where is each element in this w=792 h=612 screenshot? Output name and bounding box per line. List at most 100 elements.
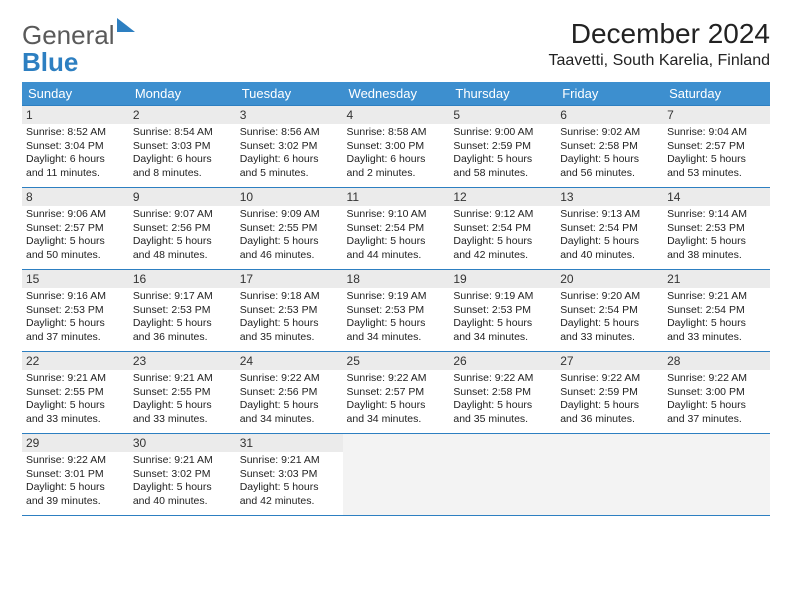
page-title: December 2024 <box>549 18 770 50</box>
day-number: 7 <box>663 106 770 124</box>
weekday-header: Sunday <box>22 82 129 106</box>
day-details: Sunrise: 9:21 AMSunset: 2:55 PMDaylight:… <box>22 370 129 431</box>
title-block: December 2024 Taavetti, South Karelia, F… <box>549 18 770 70</box>
calendar-body: 1Sunrise: 8:52 AMSunset: 3:04 PMDaylight… <box>22 106 770 516</box>
day-details: Sunrise: 9:19 AMSunset: 2:53 PMDaylight:… <box>343 288 450 349</box>
day-cell: 10Sunrise: 9:09 AMSunset: 2:55 PMDayligh… <box>236 188 343 270</box>
day-details: Sunrise: 9:22 AMSunset: 3:00 PMDaylight:… <box>663 370 770 431</box>
day-cell: 8Sunrise: 9:06 AMSunset: 2:57 PMDaylight… <box>22 188 129 270</box>
weekday-header: Tuesday <box>236 82 343 106</box>
day-number: 12 <box>449 188 556 206</box>
day-details: Sunrise: 9:10 AMSunset: 2:54 PMDaylight:… <box>343 206 450 267</box>
day-details: Sunrise: 9:19 AMSunset: 2:53 PMDaylight:… <box>449 288 556 349</box>
day-details: Sunrise: 9:21 AMSunset: 3:03 PMDaylight:… <box>236 452 343 513</box>
day-cell: 15Sunrise: 9:16 AMSunset: 2:53 PMDayligh… <box>22 270 129 352</box>
day-details: Sunrise: 9:22 AMSunset: 2:56 PMDaylight:… <box>236 370 343 431</box>
empty-cell <box>663 434 770 516</box>
day-details: Sunrise: 9:21 AMSunset: 2:54 PMDaylight:… <box>663 288 770 349</box>
weekday-header: Wednesday <box>343 82 450 106</box>
day-cell: 2Sunrise: 8:54 AMSunset: 3:03 PMDaylight… <box>129 106 236 188</box>
table-row: 29Sunrise: 9:22 AMSunset: 3:01 PMDayligh… <box>22 434 770 516</box>
day-details: Sunrise: 9:06 AMSunset: 2:57 PMDaylight:… <box>22 206 129 267</box>
day-cell: 28Sunrise: 9:22 AMSunset: 3:00 PMDayligh… <box>663 352 770 434</box>
day-number: 26 <box>449 352 556 370</box>
table-row: 15Sunrise: 9:16 AMSunset: 2:53 PMDayligh… <box>22 270 770 352</box>
day-details: Sunrise: 8:56 AMSunset: 3:02 PMDaylight:… <box>236 124 343 185</box>
weekday-header: Monday <box>129 82 236 106</box>
weekday-header: Thursday <box>449 82 556 106</box>
table-row: 8Sunrise: 9:06 AMSunset: 2:57 PMDaylight… <box>22 188 770 270</box>
day-number: 8 <box>22 188 129 206</box>
weekday-header-row: Sunday Monday Tuesday Wednesday Thursday… <box>22 82 770 106</box>
day-cell: 24Sunrise: 9:22 AMSunset: 2:56 PMDayligh… <box>236 352 343 434</box>
day-cell: 26Sunrise: 9:22 AMSunset: 2:58 PMDayligh… <box>449 352 556 434</box>
weekday-header: Saturday <box>663 82 770 106</box>
day-details: Sunrise: 9:22 AMSunset: 3:01 PMDaylight:… <box>22 452 129 513</box>
day-number: 14 <box>663 188 770 206</box>
day-details: Sunrise: 9:14 AMSunset: 2:53 PMDaylight:… <box>663 206 770 267</box>
day-number: 23 <box>129 352 236 370</box>
day-cell: 18Sunrise: 9:19 AMSunset: 2:53 PMDayligh… <box>343 270 450 352</box>
day-details: Sunrise: 8:58 AMSunset: 3:00 PMDaylight:… <box>343 124 450 185</box>
day-cell: 25Sunrise: 9:22 AMSunset: 2:57 PMDayligh… <box>343 352 450 434</box>
day-details: Sunrise: 9:12 AMSunset: 2:54 PMDaylight:… <box>449 206 556 267</box>
day-number: 16 <box>129 270 236 288</box>
day-cell: 19Sunrise: 9:19 AMSunset: 2:53 PMDayligh… <box>449 270 556 352</box>
table-row: 1Sunrise: 8:52 AMSunset: 3:04 PMDaylight… <box>22 106 770 188</box>
logo-part2: Blue <box>22 47 78 77</box>
day-cell: 11Sunrise: 9:10 AMSunset: 2:54 PMDayligh… <box>343 188 450 270</box>
day-number: 3 <box>236 106 343 124</box>
day-number: 31 <box>236 434 343 452</box>
day-number: 13 <box>556 188 663 206</box>
day-cell: 9Sunrise: 9:07 AMSunset: 2:56 PMDaylight… <box>129 188 236 270</box>
day-cell: 30Sunrise: 9:21 AMSunset: 3:02 PMDayligh… <box>129 434 236 516</box>
day-details: Sunrise: 9:13 AMSunset: 2:54 PMDaylight:… <box>556 206 663 267</box>
day-details: Sunrise: 9:07 AMSunset: 2:56 PMDaylight:… <box>129 206 236 267</box>
day-number: 17 <box>236 270 343 288</box>
day-cell: 5Sunrise: 9:00 AMSunset: 2:59 PMDaylight… <box>449 106 556 188</box>
day-details: Sunrise: 9:17 AMSunset: 2:53 PMDaylight:… <box>129 288 236 349</box>
day-cell: 22Sunrise: 9:21 AMSunset: 2:55 PMDayligh… <box>22 352 129 434</box>
day-number: 1 <box>22 106 129 124</box>
day-cell: 7Sunrise: 9:04 AMSunset: 2:57 PMDaylight… <box>663 106 770 188</box>
day-details: Sunrise: 9:00 AMSunset: 2:59 PMDaylight:… <box>449 124 556 185</box>
day-number: 15 <box>22 270 129 288</box>
day-details: Sunrise: 9:04 AMSunset: 2:57 PMDaylight:… <box>663 124 770 185</box>
day-details: Sunrise: 9:21 AMSunset: 3:02 PMDaylight:… <box>129 452 236 513</box>
day-details: Sunrise: 8:52 AMSunset: 3:04 PMDaylight:… <box>22 124 129 185</box>
logo: General Blue <box>22 18 135 76</box>
day-details: Sunrise: 8:54 AMSunset: 3:03 PMDaylight:… <box>129 124 236 185</box>
day-number: 11 <box>343 188 450 206</box>
day-number: 22 <box>22 352 129 370</box>
day-cell: 27Sunrise: 9:22 AMSunset: 2:59 PMDayligh… <box>556 352 663 434</box>
day-number: 25 <box>343 352 450 370</box>
day-number: 21 <box>663 270 770 288</box>
day-number: 9 <box>129 188 236 206</box>
day-details: Sunrise: 9:22 AMSunset: 2:58 PMDaylight:… <box>449 370 556 431</box>
day-number: 6 <box>556 106 663 124</box>
day-details: Sunrise: 9:21 AMSunset: 2:55 PMDaylight:… <box>129 370 236 431</box>
empty-cell <box>556 434 663 516</box>
day-details: Sunrise: 9:02 AMSunset: 2:58 PMDaylight:… <box>556 124 663 185</box>
day-details: Sunrise: 9:20 AMSunset: 2:54 PMDaylight:… <box>556 288 663 349</box>
day-cell: 12Sunrise: 9:12 AMSunset: 2:54 PMDayligh… <box>449 188 556 270</box>
logo-part1: General <box>22 20 115 50</box>
day-cell: 31Sunrise: 9:21 AMSunset: 3:03 PMDayligh… <box>236 434 343 516</box>
day-cell: 13Sunrise: 9:13 AMSunset: 2:54 PMDayligh… <box>556 188 663 270</box>
day-cell: 20Sunrise: 9:20 AMSunset: 2:54 PMDayligh… <box>556 270 663 352</box>
day-cell: 23Sunrise: 9:21 AMSunset: 2:55 PMDayligh… <box>129 352 236 434</box>
header: General Blue December 2024 Taavetti, Sou… <box>22 18 770 76</box>
day-cell: 29Sunrise: 9:22 AMSunset: 3:01 PMDayligh… <box>22 434 129 516</box>
empty-cell <box>449 434 556 516</box>
day-number: 10 <box>236 188 343 206</box>
logo-sail-icon <box>117 18 135 32</box>
day-number: 30 <box>129 434 236 452</box>
day-number: 27 <box>556 352 663 370</box>
day-details: Sunrise: 9:18 AMSunset: 2:53 PMDaylight:… <box>236 288 343 349</box>
weekday-header: Friday <box>556 82 663 106</box>
day-cell: 16Sunrise: 9:17 AMSunset: 2:53 PMDayligh… <box>129 270 236 352</box>
day-number: 20 <box>556 270 663 288</box>
day-details: Sunrise: 9:16 AMSunset: 2:53 PMDaylight:… <box>22 288 129 349</box>
day-number: 19 <box>449 270 556 288</box>
day-number: 24 <box>236 352 343 370</box>
